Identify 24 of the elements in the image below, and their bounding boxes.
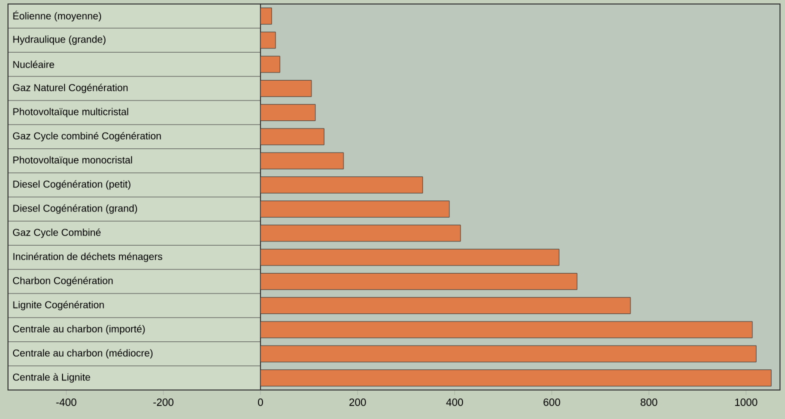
x-tick-label: 0	[258, 398, 263, 406]
y-tick-label: Centrale à Lignite	[13, 373, 90, 383]
y-tick-label: Diesel Cogénération (grand)	[13, 204, 138, 214]
y-tick-label: Incinération de déchets ménagers	[13, 252, 162, 262]
x-tick-label: -400	[56, 398, 76, 406]
y-tick-label: Gaz Naturel Cogénération	[13, 84, 128, 94]
y-tick-label: Gaz Cycle combiné Cogénération	[13, 132, 161, 142]
x-tick-label: 800	[640, 398, 658, 406]
y-tick-label: Lignite Cogénération	[13, 300, 104, 310]
y-tick-label: Charbon Cogénération	[13, 276, 113, 286]
y-tick-label: Nucléaire	[13, 60, 54, 68]
x-tick-label: 600	[544, 398, 560, 406]
x-tick-label: 200	[349, 398, 366, 406]
y-tick-label: Gaz Cycle Combiné	[13, 228, 101, 238]
x-tick-label: -200	[153, 398, 174, 406]
y-tick-label: Éolienne (moyenne)	[13, 10, 102, 22]
y-tick-label: Diesel Cogénération (petit)	[13, 180, 130, 190]
y-tick-label: Photovoltaïque monocristal	[13, 156, 132, 166]
y-tick-label: Centrale au charbon (médiocre)	[13, 349, 153, 359]
y-tick-label: Centrale au charbon (importé)	[13, 324, 145, 334]
y-tick-label: Photovoltaïque multicristal	[13, 108, 128, 118]
y-tick-label: Hydraulique (grande)	[13, 36, 106, 45]
x-tick-label: 400	[446, 398, 464, 406]
x-tick-label: 1000	[735, 398, 758, 406]
